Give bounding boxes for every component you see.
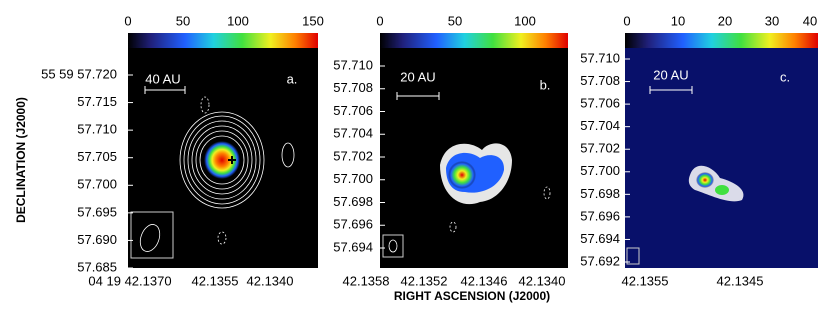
y-tick-label: 57.698 — [333, 194, 373, 209]
y-tick-label: 57.704 — [580, 118, 620, 133]
panel-b-image — [380, 33, 568, 268]
y-tick-label: 57.710 — [77, 122, 117, 137]
x-tick-label: 42.1345 — [717, 273, 764, 288]
colorbar-tick-label: 150 — [302, 13, 324, 28]
y-tick-label: 57.690 — [77, 232, 117, 247]
panel-label: a. — [287, 71, 298, 86]
x-tick-label: 42.1346 — [461, 273, 508, 288]
y-tick-label: 57.685 — [77, 259, 117, 274]
y-tick-label: 57.706 — [333, 103, 373, 118]
y-axis-title: DECLINATION (J2000) — [14, 97, 28, 223]
y-tick-label: 57.696 — [580, 208, 620, 223]
y-tick-label: 57.710 — [580, 50, 620, 65]
y-tick-label: 57.702 — [580, 141, 620, 156]
y-tick-label: 57.694 — [580, 231, 620, 246]
colorbar-tick-label: 50 — [448, 13, 462, 28]
colorbar-tick-label: 0 — [376, 13, 383, 28]
x-tick-label: 42.1340 — [247, 273, 294, 288]
x-axis-title: RIGHT ASCENSION (J2000) — [394, 289, 550, 303]
y-tick-label: 57.705 — [77, 149, 117, 164]
y-tick-label: 57.704 — [333, 126, 373, 141]
colorbar-tick-label: 0 — [623, 13, 630, 28]
y-tick-label: 55 59 57.720 — [41, 66, 117, 81]
y-tick-label: 57.708 — [333, 80, 373, 95]
y-tick-label: 57.710 — [333, 57, 373, 72]
panel-label: c. — [780, 69, 790, 84]
y-tick-label: 57.700 — [77, 177, 117, 192]
colorbar-tick-label: 50 — [176, 13, 190, 28]
panel-a-image — [128, 33, 318, 268]
colorbar-tick-label: 40 — [803, 13, 817, 28]
colorbar-tick-label: 20 — [718, 13, 732, 28]
colorbar-tick-label: 10 — [671, 13, 685, 28]
y-tick-label: 57.715 — [77, 94, 117, 109]
y-tick-label: 57.708 — [580, 73, 620, 88]
x-tick-label: 42.1358 — [343, 273, 390, 288]
panel-c-image — [625, 33, 818, 268]
y-tick-label: 57.696 — [333, 217, 373, 232]
y-tick-label: 57.698 — [580, 186, 620, 201]
scale-bar-label: 20 AU — [400, 69, 435, 84]
scale-bar-label: 40 AU — [145, 71, 180, 86]
x-tick-label: 42.1355 — [192, 273, 239, 288]
colorbar-tick-label: 30 — [765, 13, 779, 28]
y-tick-label: 57.700 — [580, 163, 620, 178]
y-tick-label: 57.706 — [580, 96, 620, 111]
x-tick-label: 04 19 42.1370 — [88, 273, 171, 288]
y-tick-label: 57.695 — [77, 204, 117, 219]
colorbar-tick-label: 100 — [227, 13, 249, 28]
x-tick-label: 42.1352 — [401, 273, 448, 288]
colorbar-tick-label: 100 — [514, 13, 536, 28]
x-tick-label: 42.1355 — [622, 273, 669, 288]
x-tick-label: 42.1340 — [519, 273, 566, 288]
y-tick-label: 57.702 — [333, 148, 373, 163]
y-tick-label: 57.694 — [333, 239, 373, 254]
colorbar-tick-label: 0 — [124, 13, 131, 28]
y-tick-label: 57.700 — [333, 171, 373, 186]
scale-bar-label: 20 AU — [653, 67, 688, 82]
y-tick-label: 57.692 — [580, 253, 620, 268]
panel-label: b. — [540, 77, 551, 92]
